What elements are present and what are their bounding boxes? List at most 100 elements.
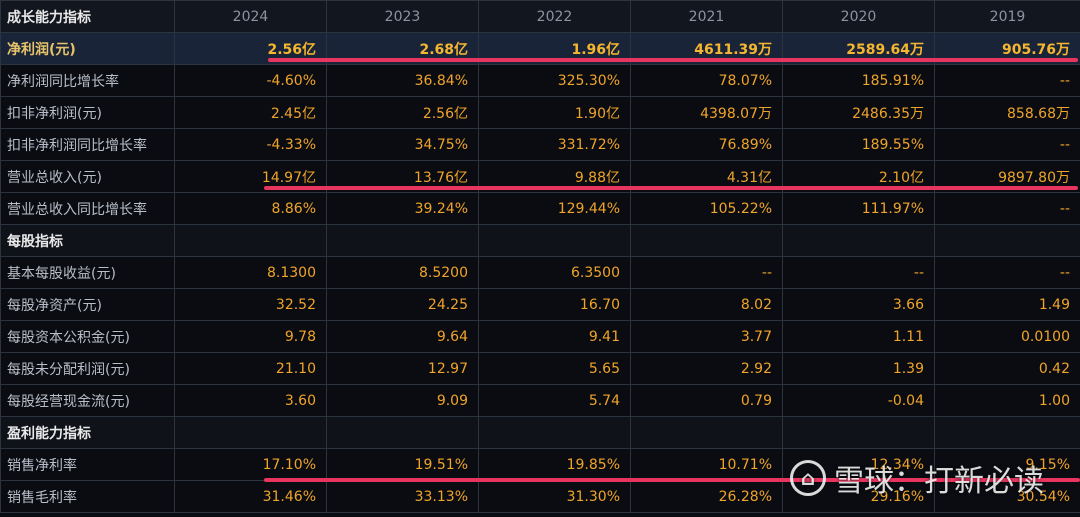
value-cell: 33.13% — [326, 480, 479, 513]
value-cell: 31.46% — [174, 480, 327, 513]
table-row: 每股指标 — [0, 224, 1080, 257]
table-row: 每股经营现金流(元) 3.60 9.09 5.74 0.79 -0.04 1.00 — [0, 384, 1080, 417]
value-cell: 36.84% — [326, 64, 479, 97]
value-cell: 858.68万 — [934, 96, 1080, 129]
table-row: 每股净资产(元) 32.52 24.25 16.70 8.02 3.66 1.49 — [0, 288, 1080, 321]
value-cell: 9.64 — [326, 320, 479, 353]
value-cell: -4.33% — [174, 128, 327, 161]
row-label: 每股经营现金流(元) — [0, 384, 175, 417]
value-cell: 9.41 — [478, 320, 631, 353]
section-title: 每股指标 — [0, 224, 175, 257]
value-cell: 2.92 — [630, 352, 783, 385]
table-row: 销售毛利率 31.46% 33.13% 31.30% 26.28% 29.16% 30.54… — [0, 480, 1080, 513]
value-cell: -- — [782, 256, 935, 289]
value-cell: 1.49 — [934, 288, 1080, 321]
value-cell: 8.02 — [630, 288, 783, 321]
value-cell: 10.71% — [630, 448, 783, 481]
value-cell: 1.39 — [782, 352, 935, 385]
header-row: 成长能力指标 2024 2023 2022 2021 2020 2019 — [0, 0, 1080, 33]
value-cell: 2486.35万 — [782, 96, 935, 129]
table-row: 每股资本公积金(元) 9.78 9.64 9.41 3.77 1.11 0.0100 — [0, 320, 1080, 353]
value-cell: 325.30% — [478, 64, 631, 97]
section-title: 盈利能力指标 — [0, 416, 175, 449]
row-label: 销售净利率 — [0, 448, 175, 481]
value-cell: 1.00 — [934, 384, 1080, 417]
value-cell: -- — [934, 128, 1080, 161]
value-cell: 0.0100 — [934, 320, 1080, 353]
value-cell: 189.55% — [782, 128, 935, 161]
value-cell: 31.30% — [478, 480, 631, 513]
value-cell: 76.89% — [630, 128, 783, 161]
value-cell: 5.65 — [478, 352, 631, 385]
table-row: 销售净利率 17.10% 19.51% 19.85% 10.71% 12.34% 9.15% — [0, 448, 1080, 481]
value-cell: 24.25 — [326, 288, 479, 321]
row-label: 营业总收入同比增长率 — [0, 192, 175, 225]
value-cell: 34.75% — [326, 128, 479, 161]
value-cell: 12.97 — [326, 352, 479, 385]
year-header[interactable]: 2020 — [782, 0, 935, 33]
value-cell: 0.79 — [630, 384, 783, 417]
table-row: 营业总收入同比增长率 8.86% 39.24% 129.44% 105.22% 111.9… — [0, 192, 1080, 225]
value-cell: 105.22% — [630, 192, 783, 225]
value-cell: 19.85% — [478, 448, 631, 481]
year-header[interactable]: 2023 — [326, 0, 479, 33]
value-cell: -- — [934, 64, 1080, 97]
value-cell: 4398.07万 — [630, 96, 783, 129]
value-cell — [478, 224, 631, 257]
row-label: 营业总收入(元) — [0, 160, 175, 193]
year-header[interactable]: 2024 — [174, 0, 327, 33]
value-cell: 39.24% — [326, 192, 479, 225]
value-cell: 3.66 — [782, 288, 935, 321]
value-cell: 0.42 — [934, 352, 1080, 385]
value-cell: 129.44% — [478, 192, 631, 225]
snowball-logo-icon: ⌂ — [790, 460, 826, 496]
value-cell — [326, 224, 479, 257]
value-cell — [326, 416, 479, 449]
value-cell — [630, 416, 783, 449]
value-cell: 3.77 — [630, 320, 783, 353]
value-cell: 21.10 — [174, 352, 327, 385]
value-cell: 111.97% — [782, 192, 935, 225]
watermark-text: 雪球：打新必读 — [834, 464, 1044, 499]
value-cell: -4.60% — [174, 64, 327, 97]
value-cell: 17.10% — [174, 448, 327, 481]
value-cell: -- — [934, 256, 1080, 289]
value-cell: 331.72% — [478, 128, 631, 161]
row-label: 基本每股收益(元) — [0, 256, 175, 289]
value-cell: -- — [934, 192, 1080, 225]
value-cell: 26.28% — [630, 480, 783, 513]
value-cell — [630, 224, 783, 257]
table-title: 成长能力指标 — [0, 0, 175, 33]
value-cell — [174, 224, 327, 257]
row-label: 扣非净利润同比增长率 — [0, 128, 175, 161]
highlight-underline-net-profit — [268, 58, 1078, 62]
value-cell — [478, 416, 631, 449]
value-cell: 8.1300 — [174, 256, 327, 289]
table-row: 净利润同比增长率 -4.60% 36.84% 325.30% 78.07% 185.91%… — [0, 64, 1080, 97]
value-cell — [934, 416, 1080, 449]
value-cell: 1.90亿 — [478, 96, 631, 129]
highlight-underline-revenue — [264, 186, 1078, 190]
table-row: 基本每股收益(元) 8.1300 8.5200 6.3500 -- -- -- — [0, 256, 1080, 289]
row-label: 每股未分配利润(元) — [0, 352, 175, 385]
highlight-underline-net-margin — [264, 478, 1080, 482]
year-header[interactable]: 2019 — [934, 0, 1080, 33]
table-row: 每股未分配利润(元) 21.10 12.97 5.65 2.92 1.39 0.42 — [0, 352, 1080, 385]
value-cell: 1.11 — [782, 320, 935, 353]
row-label: 净利润同比增长率 — [0, 64, 175, 97]
value-cell: -- — [630, 256, 783, 289]
value-cell: 16.70 — [478, 288, 631, 321]
year-header[interactable]: 2022 — [478, 0, 631, 33]
value-cell — [782, 224, 935, 257]
row-label: 每股资本公积金(元) — [0, 320, 175, 353]
value-cell: 6.3500 — [478, 256, 631, 289]
value-cell: 185.91% — [782, 64, 935, 97]
row-label: 每股净资产(元) — [0, 288, 175, 321]
value-cell: 2.56亿 — [326, 96, 479, 129]
value-cell: 8.5200 — [326, 256, 479, 289]
year-header[interactable]: 2021 — [630, 0, 783, 33]
value-cell: -0.04 — [782, 384, 935, 417]
value-cell — [934, 224, 1080, 257]
value-cell — [174, 416, 327, 449]
